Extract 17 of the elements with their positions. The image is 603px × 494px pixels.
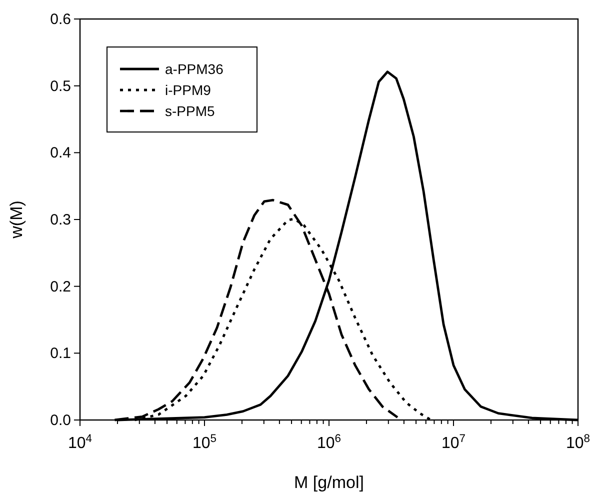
x-axis-title: M [g/mol] bbox=[294, 473, 364, 492]
y-tick-label: 0.1 bbox=[50, 345, 71, 362]
y-tick-label: 0.0 bbox=[50, 412, 71, 429]
x-tick-label: 10$^{4}$ bbox=[68, 433, 92, 452]
y-tick-label: 0.5 bbox=[50, 78, 71, 95]
legend-label: s-PPM5 bbox=[165, 103, 215, 119]
x-tick-label: 10$^{5}$ bbox=[192, 433, 217, 452]
y-tick-label: 0.3 bbox=[50, 212, 71, 228]
x-tick-label: 10$^{8}$ bbox=[566, 433, 590, 452]
x-tick-label: 10$^{6}$ bbox=[316, 433, 342, 452]
y-tick-label: 0.6 bbox=[50, 11, 71, 28]
legend-label: a-PPM36 bbox=[165, 61, 224, 77]
legend-label: i-PPM9 bbox=[165, 82, 212, 98]
y-axis-title: w(M) bbox=[7, 200, 26, 240]
y-tick-label: 0.4 bbox=[50, 144, 71, 162]
y-tick-label: 0.2 bbox=[50, 278, 71, 296]
x-tick-label: 10$^{7}$ bbox=[441, 433, 466, 452]
